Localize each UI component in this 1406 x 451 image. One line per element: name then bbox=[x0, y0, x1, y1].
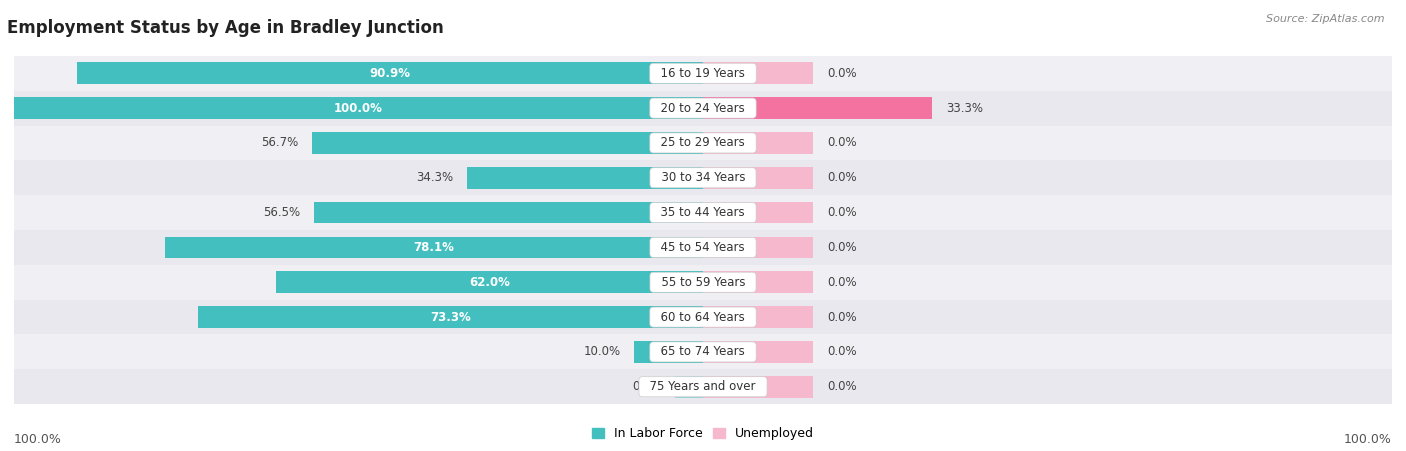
Bar bbox=[675, 376, 703, 397]
Text: 0.0%: 0.0% bbox=[827, 241, 856, 254]
Bar bbox=[14, 335, 1392, 369]
Text: 90.9%: 90.9% bbox=[370, 67, 411, 80]
Text: 75 Years and over: 75 Years and over bbox=[643, 380, 763, 393]
Text: 62.0%: 62.0% bbox=[470, 276, 510, 289]
Bar bbox=[14, 230, 1392, 265]
Text: 60 to 64 Years: 60 to 64 Years bbox=[654, 311, 752, 323]
Text: 25 to 29 Years: 25 to 29 Years bbox=[654, 137, 752, 149]
Text: 0.0%: 0.0% bbox=[827, 380, 856, 393]
Bar bbox=[314, 202, 703, 223]
Text: Source: ZipAtlas.com: Source: ZipAtlas.com bbox=[1267, 14, 1385, 23]
Text: 0.0%: 0.0% bbox=[633, 380, 662, 393]
Bar bbox=[77, 63, 703, 84]
Bar bbox=[703, 132, 813, 154]
Text: 33.3%: 33.3% bbox=[946, 101, 983, 115]
Bar bbox=[14, 299, 1392, 335]
Text: 100.0%: 100.0% bbox=[1344, 433, 1392, 446]
Bar bbox=[703, 341, 813, 363]
Text: 55 to 59 Years: 55 to 59 Years bbox=[654, 276, 752, 289]
Bar bbox=[467, 167, 703, 189]
Bar bbox=[703, 237, 813, 258]
Text: 0.0%: 0.0% bbox=[827, 345, 856, 359]
Text: 0.0%: 0.0% bbox=[827, 206, 856, 219]
Bar bbox=[703, 272, 813, 293]
Bar bbox=[14, 265, 1392, 299]
Legend: In Labor Force, Unemployed: In Labor Force, Unemployed bbox=[586, 423, 820, 446]
Text: 0.0%: 0.0% bbox=[827, 67, 856, 80]
Text: 73.3%: 73.3% bbox=[430, 311, 471, 323]
Text: 34.3%: 34.3% bbox=[416, 171, 453, 184]
Bar bbox=[198, 306, 703, 328]
Text: 0.0%: 0.0% bbox=[827, 171, 856, 184]
Bar bbox=[703, 167, 813, 189]
Text: 45 to 54 Years: 45 to 54 Years bbox=[654, 241, 752, 254]
Bar bbox=[703, 97, 932, 119]
Text: 0.0%: 0.0% bbox=[827, 276, 856, 289]
Text: 35 to 44 Years: 35 to 44 Years bbox=[654, 206, 752, 219]
Bar bbox=[165, 237, 703, 258]
Bar bbox=[634, 341, 703, 363]
Text: 65 to 74 Years: 65 to 74 Years bbox=[654, 345, 752, 359]
Text: 56.5%: 56.5% bbox=[263, 206, 299, 219]
Bar bbox=[14, 97, 703, 119]
Bar bbox=[276, 272, 703, 293]
Text: 10.0%: 10.0% bbox=[583, 345, 620, 359]
Bar bbox=[14, 125, 1392, 161]
Bar bbox=[14, 161, 1392, 195]
Text: 78.1%: 78.1% bbox=[413, 241, 454, 254]
Bar bbox=[14, 91, 1392, 125]
Text: 20 to 24 Years: 20 to 24 Years bbox=[654, 101, 752, 115]
Bar bbox=[703, 376, 813, 397]
Bar bbox=[14, 369, 1392, 404]
Bar bbox=[312, 132, 703, 154]
Text: 100.0%: 100.0% bbox=[14, 433, 62, 446]
Text: Employment Status by Age in Bradley Junction: Employment Status by Age in Bradley Junc… bbox=[7, 19, 444, 37]
Bar bbox=[703, 306, 813, 328]
Bar bbox=[703, 202, 813, 223]
Bar bbox=[14, 195, 1392, 230]
Text: 30 to 34 Years: 30 to 34 Years bbox=[654, 171, 752, 184]
Text: 0.0%: 0.0% bbox=[827, 311, 856, 323]
Text: 0.0%: 0.0% bbox=[827, 137, 856, 149]
Text: 56.7%: 56.7% bbox=[262, 137, 298, 149]
Bar bbox=[14, 56, 1392, 91]
Bar bbox=[703, 63, 813, 84]
Text: 16 to 19 Years: 16 to 19 Years bbox=[654, 67, 752, 80]
Text: 100.0%: 100.0% bbox=[335, 101, 382, 115]
